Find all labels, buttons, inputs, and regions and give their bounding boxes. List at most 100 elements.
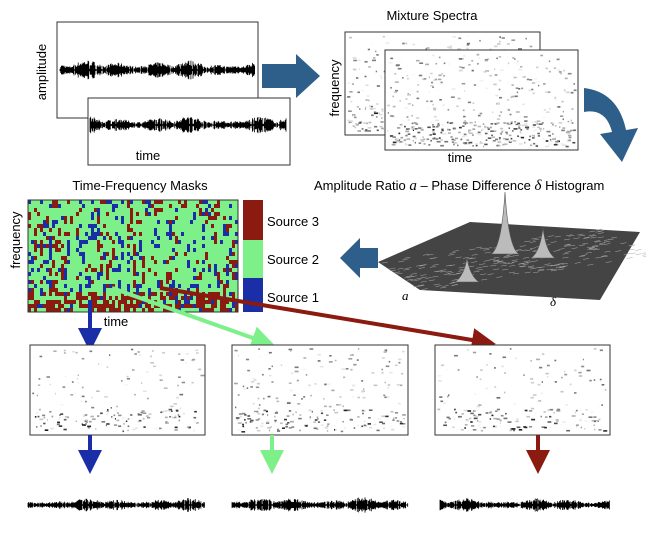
mask-cell: [178, 208, 181, 212]
mask-cell: [73, 224, 76, 228]
mask-cell: [70, 248, 73, 252]
mask-cell: [223, 304, 226, 308]
mask-cell: [34, 284, 37, 288]
mask-cell: [199, 232, 202, 236]
mask-cell: [91, 260, 94, 264]
spectrogram-cell: [141, 382, 142, 384]
spectrogram-cell: [531, 89, 533, 91]
spectrogram-cell: [438, 123, 440, 125]
spectrogram-cell: [153, 428, 156, 430]
spectrogram-cell: [96, 390, 100, 392]
spectrogram-cell: [505, 139, 509, 141]
mask-cell: [31, 256, 34, 260]
mask-cell: [148, 252, 151, 256]
spectrogram-cell: [264, 410, 267, 412]
spectrogram-cell: [290, 421, 294, 423]
mask-cell: [193, 296, 196, 300]
spectrogram-cell: [401, 137, 404, 139]
spectrogram-cell: [76, 421, 77, 423]
spectrogram-cell: [390, 426, 392, 428]
mask-cell: [112, 248, 115, 252]
mask-cell: [232, 268, 235, 272]
spectrogram-cell: [573, 130, 576, 132]
mask-cell: [112, 228, 115, 232]
spectrogram-cell: [484, 126, 486, 128]
mask-cell: [133, 256, 136, 260]
mask-cell: [232, 208, 235, 212]
mask-cell: [124, 220, 127, 224]
spectrogram-cell: [138, 351, 140, 353]
spectrogram-cell: [514, 122, 517, 124]
mask-cell: [136, 260, 139, 264]
mask-cell: [211, 220, 214, 224]
mask-cell: [142, 252, 145, 256]
spectrogram-cell: [385, 382, 386, 384]
spectrogram-cell: [272, 366, 273, 368]
spectrogram-cell: [530, 46, 533, 48]
mask-cell: [136, 200, 139, 204]
spectrogram-cell: [524, 130, 526, 132]
mask-cell: [196, 268, 199, 272]
mask-cell: [217, 268, 220, 272]
mask-cell: [184, 200, 187, 204]
spectrogram-cell: [555, 97, 557, 99]
mask-cell: [73, 268, 76, 272]
spectrogram-cell: [36, 412, 37, 414]
mask-cell: [43, 236, 46, 240]
spectrogram-cell: [526, 38, 527, 40]
mask-cell: [211, 212, 214, 216]
spectrogram-cell: [468, 143, 470, 145]
spectrogram-cell: [284, 419, 287, 421]
mask-cell: [73, 204, 76, 208]
spectrogram-cell: [267, 420, 270, 422]
mask-cell: [115, 256, 118, 260]
mask-cell: [97, 220, 100, 224]
spectrogram-cell: [251, 381, 254, 383]
spectrogram-cell: [559, 71, 562, 73]
mask-cell: [130, 220, 133, 224]
spectrogram-cell: [512, 84, 514, 86]
spectrogram-cell: [519, 126, 520, 128]
spectrogram-cell: [382, 423, 385, 425]
mask-cell: [79, 272, 82, 276]
mask-cell: [226, 212, 229, 216]
mask-cell: [136, 240, 139, 244]
mask-cell: [61, 268, 64, 272]
mask-cell: [220, 276, 223, 280]
mask-cell: [109, 248, 112, 252]
mask-cell: [124, 236, 127, 240]
spectrogram-cell: [500, 133, 502, 135]
legend-swatch: [243, 200, 263, 240]
spectrogram-cell: [503, 138, 506, 140]
spectrogram-cell: [381, 109, 383, 111]
mask-cell: [115, 224, 118, 228]
spectrogram-cell: [365, 107, 366, 109]
mask-cell: [70, 280, 73, 284]
spectrogram-cell: [289, 382, 292, 384]
mask-cell: [106, 212, 109, 216]
mask-cell: [106, 296, 109, 300]
mask-cell: [118, 304, 121, 308]
spectrogram-cell: [150, 362, 154, 364]
mask-cell: [109, 272, 112, 276]
mask-cell: [139, 264, 142, 268]
mask-cell: [55, 304, 58, 308]
spectrogram-cell: [509, 140, 511, 142]
spectrogram-cell: [513, 77, 516, 79]
mask-cell: [88, 240, 91, 244]
spectrogram-cell: [463, 45, 467, 47]
mask-cell: [100, 308, 103, 312]
mask-cell: [157, 256, 160, 260]
spectrogram-cell: [519, 143, 523, 145]
spectrogram-cell: [474, 109, 475, 111]
spectrogram-cell: [554, 412, 555, 414]
mask-cell: [193, 208, 196, 212]
mask-cell: [229, 224, 232, 228]
mask-cell: [115, 272, 118, 276]
mask-cell: [151, 200, 154, 204]
mask-cell: [139, 228, 142, 232]
mask-cell: [205, 256, 208, 260]
spectrogram-cell: [421, 129, 424, 131]
mask-cell: [100, 216, 103, 220]
spectrogram-cell: [462, 413, 464, 415]
